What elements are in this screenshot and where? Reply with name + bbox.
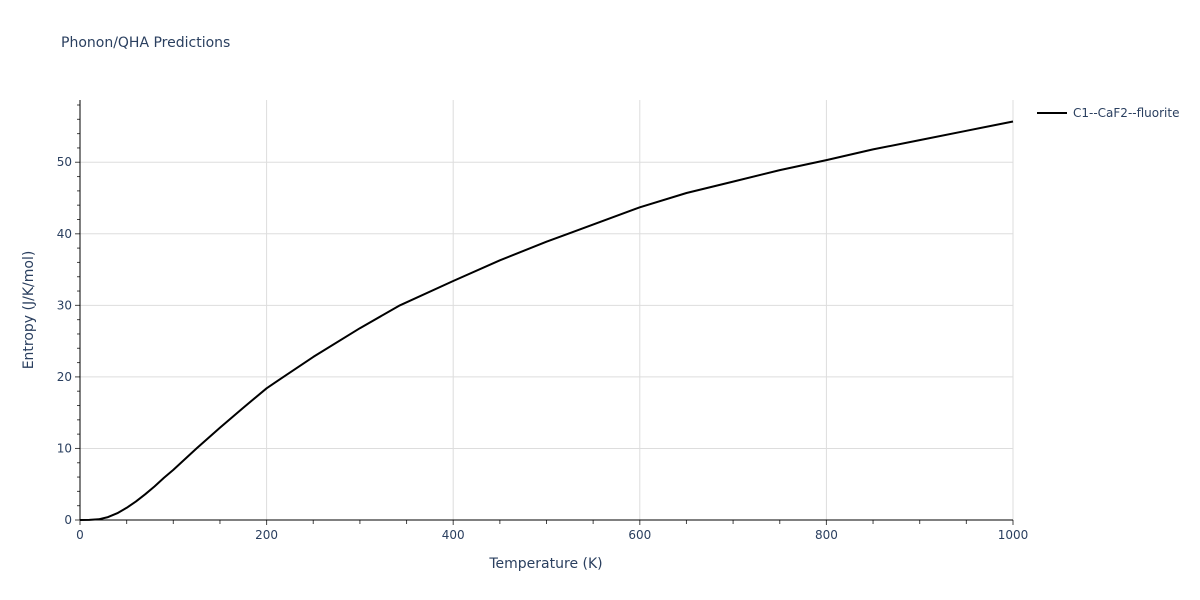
y-tick-label: 20 bbox=[57, 370, 72, 384]
axes: 0 200 400 600 800 1000 0 10 20 30 40 50 bbox=[57, 100, 1029, 542]
y-axis-title: Entropy (J/K/mol) bbox=[21, 251, 37, 370]
x-tick-label: 600 bbox=[628, 528, 651, 542]
x-axis-title: Temperature (K) bbox=[488, 556, 602, 572]
series-line[interactable] bbox=[79, 120, 1014, 521]
y-tick-label: 40 bbox=[57, 227, 72, 241]
legend-line-swatch-icon bbox=[1037, 112, 1067, 114]
y-tick-label: 0 bbox=[64, 513, 72, 527]
legend-item-label[interactable]: C1--CaF2--fluorite bbox=[1073, 106, 1180, 120]
series-layer bbox=[79, 120, 1014, 521]
y-tick-label: 30 bbox=[57, 298, 72, 312]
chart-title: Phonon/QHA Predictions bbox=[61, 35, 231, 51]
y-tick-label: 10 bbox=[57, 441, 72, 455]
gridlines bbox=[80, 100, 1014, 520]
y-tick-label: 50 bbox=[57, 155, 72, 169]
legend[interactable]: C1--CaF2--fluorite bbox=[1037, 106, 1179, 120]
x-tick-label: 200 bbox=[255, 528, 278, 542]
x-tick-label: 400 bbox=[442, 528, 465, 542]
x-tick-label: 1000 bbox=[998, 528, 1029, 542]
x-tick-label: 0 bbox=[76, 528, 84, 542]
x-tick-label: 800 bbox=[815, 528, 838, 542]
